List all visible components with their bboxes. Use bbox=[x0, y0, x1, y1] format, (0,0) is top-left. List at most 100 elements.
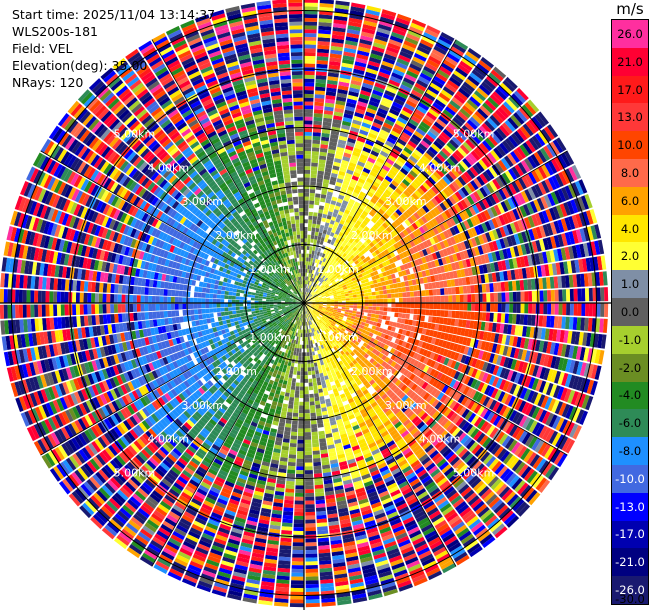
radar-gate bbox=[317, 44, 330, 50]
radar-gate bbox=[338, 81, 350, 88]
radar-gate bbox=[512, 303, 517, 313]
radar-gate bbox=[322, 271, 327, 276]
radar-gate bbox=[362, 197, 370, 204]
radar-gate bbox=[362, 82, 374, 90]
radar-gate bbox=[395, 94, 407, 103]
radar-gate bbox=[347, 202, 354, 208]
radar-gate bbox=[306, 325, 309, 330]
radar-gate bbox=[366, 204, 373, 211]
radar-gate bbox=[350, 178, 358, 185]
radar-gate bbox=[454, 39, 469, 51]
radar-gate bbox=[322, 257, 327, 263]
radar-gate bbox=[304, 105, 314, 110]
radar-gate bbox=[314, 97, 325, 103]
radar-gate bbox=[380, 205, 388, 213]
radar-gate bbox=[405, 286, 410, 292]
radar-gate bbox=[344, 244, 350, 250]
radar-gate bbox=[318, 163, 326, 168]
radar-gate bbox=[366, 136, 376, 143]
radar-gate bbox=[304, 375, 308, 380]
radar-gate bbox=[333, 221, 340, 227]
radar-gate bbox=[293, 530, 304, 535]
radar-gate bbox=[327, 152, 335, 158]
radar-gate bbox=[315, 503, 326, 508]
radar-gate bbox=[339, 245, 344, 251]
radar-gate bbox=[384, 118, 395, 127]
radar-gate bbox=[304, 48, 316, 53]
radar-gate bbox=[442, 59, 456, 70]
radar-gate bbox=[299, 394, 304, 399]
radar-gate bbox=[384, 90, 396, 98]
radar-gate bbox=[361, 122, 372, 129]
radar-gate bbox=[295, 386, 300, 391]
radar-gate bbox=[310, 420, 317, 425]
radar-gate bbox=[558, 289, 563, 302]
radar-gate bbox=[354, 243, 361, 249]
radar-gate bbox=[426, 59, 440, 69]
radar-gate bbox=[336, 178, 344, 184]
radar-gate bbox=[304, 63, 316, 68]
radar-gate bbox=[508, 281, 513, 292]
radar-gate bbox=[387, 206, 395, 214]
radar-gate bbox=[291, 572, 304, 577]
radar-gate bbox=[326, 195, 332, 200]
radar-gate bbox=[355, 140, 365, 147]
radar-gate bbox=[603, 287, 609, 302]
radar-gate bbox=[356, 305, 361, 309]
radar-gate bbox=[376, 188, 384, 195]
radar-gate bbox=[296, 466, 304, 471]
radar-gate bbox=[304, 25, 317, 30]
radar-gate bbox=[367, 309, 373, 314]
radar-gate bbox=[290, 599, 304, 604]
radar-gate bbox=[467, 294, 472, 303]
radar-gate bbox=[335, 150, 344, 156]
radar-gate bbox=[305, 599, 320, 604]
radar-gate bbox=[349, 158, 358, 165]
radar-gate bbox=[311, 370, 316, 375]
radar-gate bbox=[344, 293, 350, 297]
radar-gate bbox=[368, 200, 375, 208]
radar-gate bbox=[451, 73, 464, 84]
radar-gate bbox=[365, 9, 381, 17]
radar-gate bbox=[315, 408, 322, 413]
radar-gate bbox=[347, 252, 353, 258]
radar-gate bbox=[395, 173, 404, 182]
radar-gate bbox=[391, 298, 396, 303]
radar-gate bbox=[293, 515, 304, 520]
radar-gate bbox=[316, 220, 321, 225]
radar-gate bbox=[433, 121, 445, 131]
radar-gate bbox=[312, 266, 316, 271]
radar-gate bbox=[304, 143, 312, 148]
radar-gate bbox=[309, 351, 313, 356]
radar-gate bbox=[354, 143, 364, 151]
radar-gate bbox=[337, 248, 342, 254]
radar-gate bbox=[402, 77, 415, 86]
radar-gate bbox=[304, 93, 314, 98]
radar-gate bbox=[528, 303, 533, 314]
radar-gate bbox=[366, 67, 378, 75]
radar-gate bbox=[312, 274, 315, 279]
radar-gate bbox=[397, 138, 407, 147]
radar-gate bbox=[346, 169, 354, 175]
radar-gate bbox=[316, 510, 327, 516]
radar-gate bbox=[329, 180, 336, 186]
radar-gate bbox=[403, 189, 411, 198]
radar-gate bbox=[398, 303, 403, 308]
radar-gate bbox=[382, 202, 390, 210]
radar-gate bbox=[304, 21, 318, 26]
radar-gate bbox=[471, 93, 484, 105]
radar-gate bbox=[304, 230, 308, 235]
radar-gate bbox=[380, 181, 389, 189]
radar-gate bbox=[305, 538, 317, 543]
radar-gate bbox=[484, 99, 497, 111]
radar-gate bbox=[346, 241, 352, 247]
radar-gate bbox=[347, 185, 355, 192]
radar-gate bbox=[405, 143, 415, 152]
radar-gate bbox=[378, 71, 390, 79]
radar-gate bbox=[292, 553, 304, 558]
radar-gate bbox=[407, 96, 419, 105]
radar-gate bbox=[368, 56, 382, 64]
radar-gate bbox=[339, 131, 349, 138]
radar-gate bbox=[402, 178, 411, 187]
radar-gate bbox=[304, 135, 312, 140]
